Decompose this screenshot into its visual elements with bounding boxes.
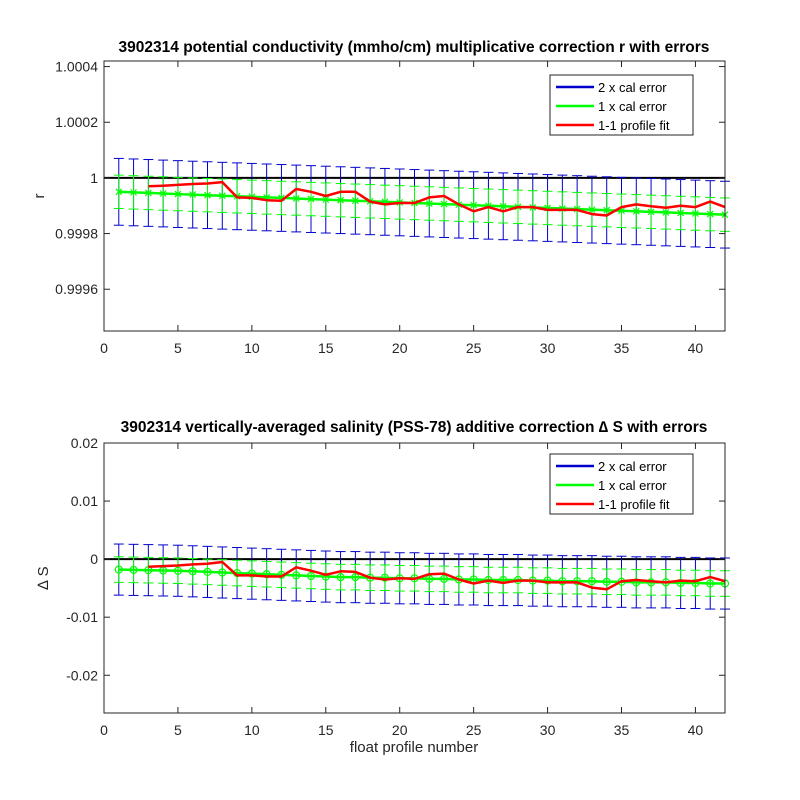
x-tick-label: 30 (540, 340, 556, 356)
y-tick-label: -0.01 (66, 609, 98, 625)
axes-box-bottom (103, 442, 726, 714)
x-tick-label: 20 (392, 340, 408, 356)
y-tick-label: 0.01 (71, 493, 98, 509)
x-tick-label: 35 (614, 722, 630, 738)
x-tick-label: 25 (466, 340, 482, 356)
x-tick-label: 20 (392, 722, 408, 738)
cal-fit-point (602, 577, 611, 586)
x-tick-label: 0 (100, 722, 108, 738)
cal-fit-point (322, 196, 330, 204)
ticks-bottom: 0 5 10 15 20 25 30 35 40 -0.02 -0.01 0 0.01 0.02 (66, 435, 725, 738)
cal-fit-point (218, 568, 227, 577)
x-tick-label: 15 (318, 340, 334, 356)
cal-fit-point (173, 566, 183, 575)
cal-fit-point (692, 210, 699, 217)
chart-title-bottom: 3902314 vertically-averaged salinity (PS… (121, 419, 708, 436)
cal-fit-point (218, 192, 226, 200)
legend-label-profile-fit: 1-1 profile fit (598, 118, 670, 133)
cal-fit-point (174, 190, 182, 198)
cal-fit-point (115, 188, 123, 196)
profile-fit-line (148, 180, 726, 217)
y-tick-label: 0.02 (71, 435, 98, 451)
legend-label-1x-cal-error: 1 x cal error (598, 478, 667, 493)
cal-fit-point (321, 572, 330, 581)
cal-fit-point (677, 209, 685, 217)
legend-label-profile-fit: 1-1 profile fit (598, 497, 670, 512)
cal-fit-point (204, 191, 211, 199)
cal-fit-point (543, 576, 552, 585)
cal-fit-point (130, 188, 137, 196)
cal-fit-point (247, 569, 256, 578)
x-tick-label: 5 (174, 722, 182, 738)
cal-fit-point (425, 200, 433, 207)
x-tick-label: 15 (318, 722, 334, 738)
panel-top: 0 5 10 15 20 25 30 35 40 0.9996 0.9998 1 1.0002 1.000… (31, 39, 730, 356)
cal-fit-point (647, 208, 655, 216)
y-tick-label: 0.9998 (55, 226, 98, 242)
cal-fit-point (470, 201, 478, 209)
cal-fit-point (662, 208, 670, 216)
cal-fit-point (307, 195, 315, 203)
x-axis-label-bottom: float profile number (350, 739, 478, 756)
cal-fit-point (351, 197, 359, 205)
cal-fit-point (114, 565, 123, 574)
cal-fit-point (144, 189, 152, 197)
legend-top: 2 x cal error 1 x cal error 1-1 profile … (549, 74, 694, 136)
y-tick-label: 1.0004 (55, 59, 98, 75)
axes-box-top (103, 60, 726, 332)
cal-fit-point (188, 567, 197, 576)
x-tick-label: 10 (244, 722, 260, 738)
cal-fit-point (587, 577, 597, 586)
cal-fit-point (292, 571, 301, 580)
x-tick-label: 35 (614, 340, 630, 356)
x-tick-label: 5 (174, 340, 182, 356)
cal-fit-line (118, 190, 726, 216)
cal-fit-point (203, 567, 212, 577)
cal-fit-point (144, 566, 153, 575)
x-tick-label: 25 (466, 722, 482, 738)
y-tick-label: 1.0002 (55, 114, 98, 130)
x-tick-label: 40 (688, 722, 704, 738)
x-tick-label: 30 (540, 722, 556, 738)
ticks-top: 0 5 10 15 20 25 30 35 40 0.9996 0.9998 1 1.0002 1.000… (55, 59, 725, 356)
y-tick-label: 0 (90, 551, 98, 567)
plot-marks-bottom (104, 543, 730, 610)
y-axis-label-bottom: ∆ S (35, 566, 52, 589)
y-tick-label: 0.9996 (55, 281, 98, 297)
x-tick-label: 40 (688, 340, 704, 356)
x-tick-label: 0 (100, 340, 108, 356)
cal-fit-point (603, 206, 611, 214)
cal-fit-point (439, 574, 449, 583)
y-tick-label: 1 (90, 170, 98, 186)
cal-fit-point (706, 579, 715, 588)
cal-fit-point (440, 200, 448, 208)
y-axis-label-top: r (31, 194, 48, 199)
chart-title-top: 3902314 potential conductivity (mmho/cm)… (119, 39, 710, 56)
cal-fit-point (351, 573, 360, 582)
cal-fit-point (337, 196, 344, 204)
legend-label-2x-cal-error: 2 x cal error (598, 459, 667, 474)
cal-fit-point (632, 207, 640, 215)
cal-fit-point (189, 191, 197, 199)
legend-label-2x-cal-error: 2 x cal error (598, 80, 667, 95)
x-tick-label: 10 (244, 340, 260, 356)
cal-fit-point (292, 195, 300, 202)
panel-bottom: 0 5 10 15 20 25 30 35 40 -0.02 -0.01 0 0.01 0.02 3902… (35, 419, 730, 756)
cal-fit-point (306, 571, 316, 581)
cal-fit-point (706, 210, 714, 218)
cal-fit-point (380, 573, 390, 582)
cal-fit-point (129, 565, 138, 574)
cal-fit-point (159, 190, 167, 197)
cal-fit-point (336, 573, 345, 582)
profile-fit-line (148, 560, 726, 591)
legend-bottom: 2 x cal error 1 x cal error 1-1 profile … (549, 453, 694, 515)
y-tick-label: -0.02 (66, 667, 98, 683)
cal-fit-point (499, 202, 507, 210)
legend-label-1x-cal-error: 1 x cal error (598, 99, 667, 114)
cal-fit-point (588, 206, 596, 214)
cal-fit-point (691, 578, 700, 588)
